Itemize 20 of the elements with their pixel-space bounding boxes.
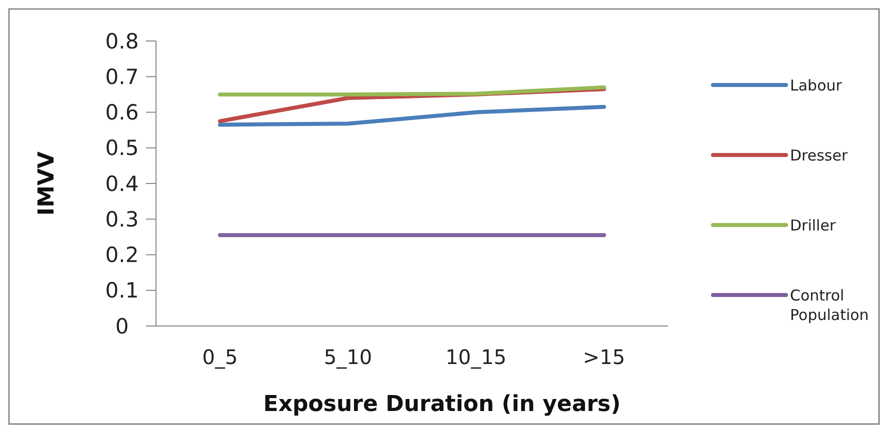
line-series: [218, 104, 606, 127]
legend-label: Labour: [790, 76, 843, 94]
legend-label: Dresser: [790, 146, 848, 164]
y-tick-label: 0.8: [105, 29, 139, 54]
y-tick-label: 0: [115, 314, 129, 338]
y-tick-label: 0.7: [105, 64, 139, 89]
x-tick-label: 5_10: [324, 345, 372, 369]
y-tick-label: 0.4: [105, 172, 139, 196]
y-tick-label: 0.1: [105, 278, 139, 303]
y-tick-label: 0.3: [105, 207, 139, 232]
x-tick-label: 0_5: [202, 345, 238, 369]
y-tick-label: 0.2: [105, 243, 139, 268]
y-tick-label: 0.6: [105, 100, 139, 125]
x-axis-title: Exposure Duration (in years): [263, 392, 621, 417]
legend-label: Driller: [790, 216, 836, 234]
y-axis-title: IMVV: [34, 151, 60, 216]
legend-label: Control Population: [790, 286, 869, 324]
x-tick-label: 10_15: [446, 345, 506, 369]
y-tick-label: 0.5: [105, 136, 139, 160]
x-tick-label: >15: [582, 345, 626, 369]
